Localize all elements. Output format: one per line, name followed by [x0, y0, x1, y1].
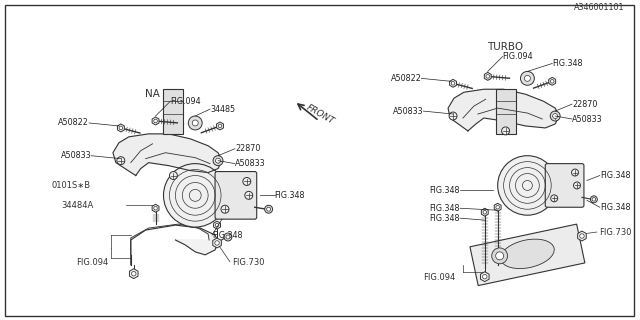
- Text: FRONT: FRONT: [304, 103, 335, 126]
- Text: A50833: A50833: [61, 151, 91, 160]
- Text: FIG.348: FIG.348: [429, 186, 460, 195]
- Circle shape: [265, 205, 273, 213]
- Circle shape: [496, 205, 499, 209]
- Text: FIG.348: FIG.348: [600, 203, 630, 212]
- Circle shape: [553, 114, 557, 118]
- Text: A346001101: A346001101: [574, 3, 625, 12]
- Circle shape: [580, 234, 584, 238]
- Polygon shape: [494, 203, 501, 211]
- FancyBboxPatch shape: [215, 172, 257, 219]
- Bar: [496, 89, 515, 134]
- Circle shape: [224, 233, 232, 241]
- Circle shape: [267, 207, 271, 211]
- Circle shape: [170, 172, 177, 180]
- Polygon shape: [152, 204, 159, 212]
- Circle shape: [483, 211, 486, 214]
- Circle shape: [550, 111, 560, 121]
- Polygon shape: [152, 117, 159, 125]
- Polygon shape: [448, 89, 559, 131]
- Circle shape: [213, 156, 223, 166]
- Circle shape: [496, 252, 504, 260]
- Circle shape: [218, 124, 222, 128]
- Circle shape: [486, 75, 490, 78]
- Circle shape: [550, 195, 557, 202]
- Circle shape: [498, 156, 557, 215]
- Circle shape: [215, 223, 219, 227]
- Circle shape: [221, 205, 229, 213]
- Text: 0101S∗B: 0101S∗B: [51, 181, 91, 190]
- Polygon shape: [450, 79, 456, 87]
- Text: A50833: A50833: [235, 159, 266, 168]
- Polygon shape: [216, 122, 223, 130]
- Text: 22870: 22870: [572, 100, 597, 108]
- Text: 34485: 34485: [210, 105, 236, 114]
- Text: FIG.348: FIG.348: [429, 204, 460, 213]
- Polygon shape: [117, 124, 124, 132]
- Bar: [163, 89, 183, 134]
- Circle shape: [590, 196, 597, 203]
- Text: 34484A: 34484A: [61, 201, 93, 210]
- Text: FIG.348: FIG.348: [275, 191, 305, 200]
- Polygon shape: [131, 224, 218, 265]
- Circle shape: [592, 197, 596, 201]
- Circle shape: [117, 157, 125, 164]
- Circle shape: [551, 112, 559, 120]
- Polygon shape: [484, 72, 491, 80]
- Circle shape: [163, 164, 227, 227]
- Circle shape: [245, 191, 253, 199]
- Circle shape: [188, 116, 202, 130]
- FancyBboxPatch shape: [545, 164, 584, 207]
- Circle shape: [226, 235, 230, 239]
- Circle shape: [492, 248, 508, 264]
- Circle shape: [573, 182, 580, 189]
- Circle shape: [550, 80, 554, 83]
- Ellipse shape: [500, 239, 554, 268]
- Circle shape: [192, 120, 198, 126]
- Text: NA: NA: [145, 89, 160, 99]
- Circle shape: [215, 241, 220, 245]
- Circle shape: [243, 178, 251, 185]
- Polygon shape: [548, 77, 556, 85]
- Polygon shape: [481, 272, 489, 282]
- Circle shape: [451, 82, 455, 85]
- Circle shape: [502, 127, 509, 135]
- Circle shape: [154, 206, 157, 210]
- Circle shape: [520, 71, 534, 85]
- Text: FIG.730: FIG.730: [232, 258, 264, 267]
- Text: FIG.094: FIG.094: [502, 52, 533, 61]
- Text: FIG.094: FIG.094: [423, 273, 456, 282]
- Polygon shape: [578, 231, 586, 241]
- Text: A50822: A50822: [58, 118, 89, 127]
- Text: FIG.094: FIG.094: [76, 258, 109, 267]
- Polygon shape: [214, 221, 221, 229]
- Circle shape: [449, 112, 457, 120]
- Circle shape: [524, 76, 531, 81]
- Circle shape: [214, 157, 222, 164]
- Text: A50822: A50822: [390, 74, 421, 83]
- Text: FIG.094: FIG.094: [170, 97, 201, 106]
- Polygon shape: [113, 134, 222, 176]
- Text: FIG.730: FIG.730: [599, 228, 631, 236]
- Text: FIG.348: FIG.348: [600, 171, 630, 180]
- Circle shape: [483, 275, 487, 279]
- Circle shape: [216, 158, 221, 163]
- Polygon shape: [470, 224, 585, 285]
- Circle shape: [572, 169, 579, 176]
- Circle shape: [132, 271, 136, 276]
- Polygon shape: [129, 269, 138, 279]
- Circle shape: [154, 119, 157, 123]
- Text: TURBO: TURBO: [488, 42, 524, 52]
- Polygon shape: [481, 208, 488, 216]
- Text: FIG.348: FIG.348: [429, 214, 460, 223]
- Polygon shape: [212, 238, 221, 248]
- Circle shape: [119, 126, 123, 130]
- Text: FIG.348: FIG.348: [212, 230, 243, 239]
- Text: A50833: A50833: [572, 115, 603, 124]
- Text: FIG.348: FIG.348: [552, 59, 582, 68]
- Text: 22870: 22870: [235, 144, 260, 153]
- Text: A50833: A50833: [393, 107, 423, 116]
